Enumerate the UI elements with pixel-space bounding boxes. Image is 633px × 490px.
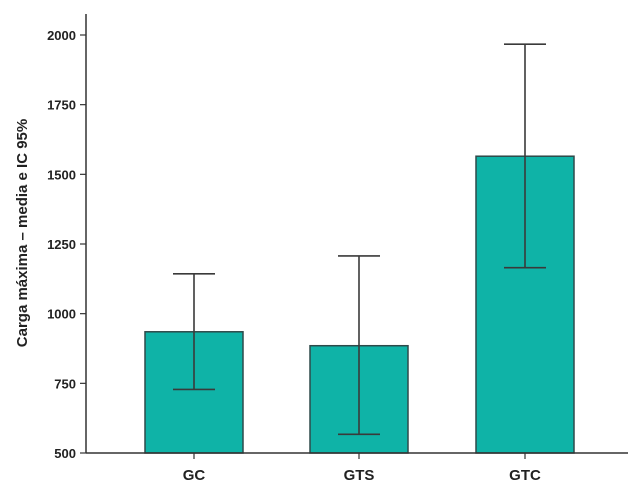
y-tick-label: 1000 <box>47 307 76 322</box>
error-bar-gtc <box>504 43 546 269</box>
y-tick-label: 500 <box>54 446 76 461</box>
error-bars <box>173 43 546 436</box>
x-ticks: GC GTS GTC <box>183 453 541 484</box>
y-tick-label: 1250 <box>47 237 76 252</box>
x-tick-label-gts: GTS <box>344 467 375 484</box>
y-ticks: 500 750 1000 1250 1500 1750 2000 <box>47 28 86 461</box>
error-bar-gc <box>173 273 215 391</box>
x-tick-label-gtc: GTC <box>509 467 541 484</box>
y-tick-label: 1750 <box>47 98 76 113</box>
axes <box>85 14 628 454</box>
y-tick-label: 750 <box>54 376 76 391</box>
error-bar-gts <box>338 255 380 436</box>
y-tick-label: 1500 <box>47 167 76 182</box>
y-axis-title: Carga máxima – media e IC 95% <box>14 119 31 347</box>
x-tick-label-gc: GC <box>183 467 206 484</box>
y-tick-label: 2000 <box>47 28 76 43</box>
